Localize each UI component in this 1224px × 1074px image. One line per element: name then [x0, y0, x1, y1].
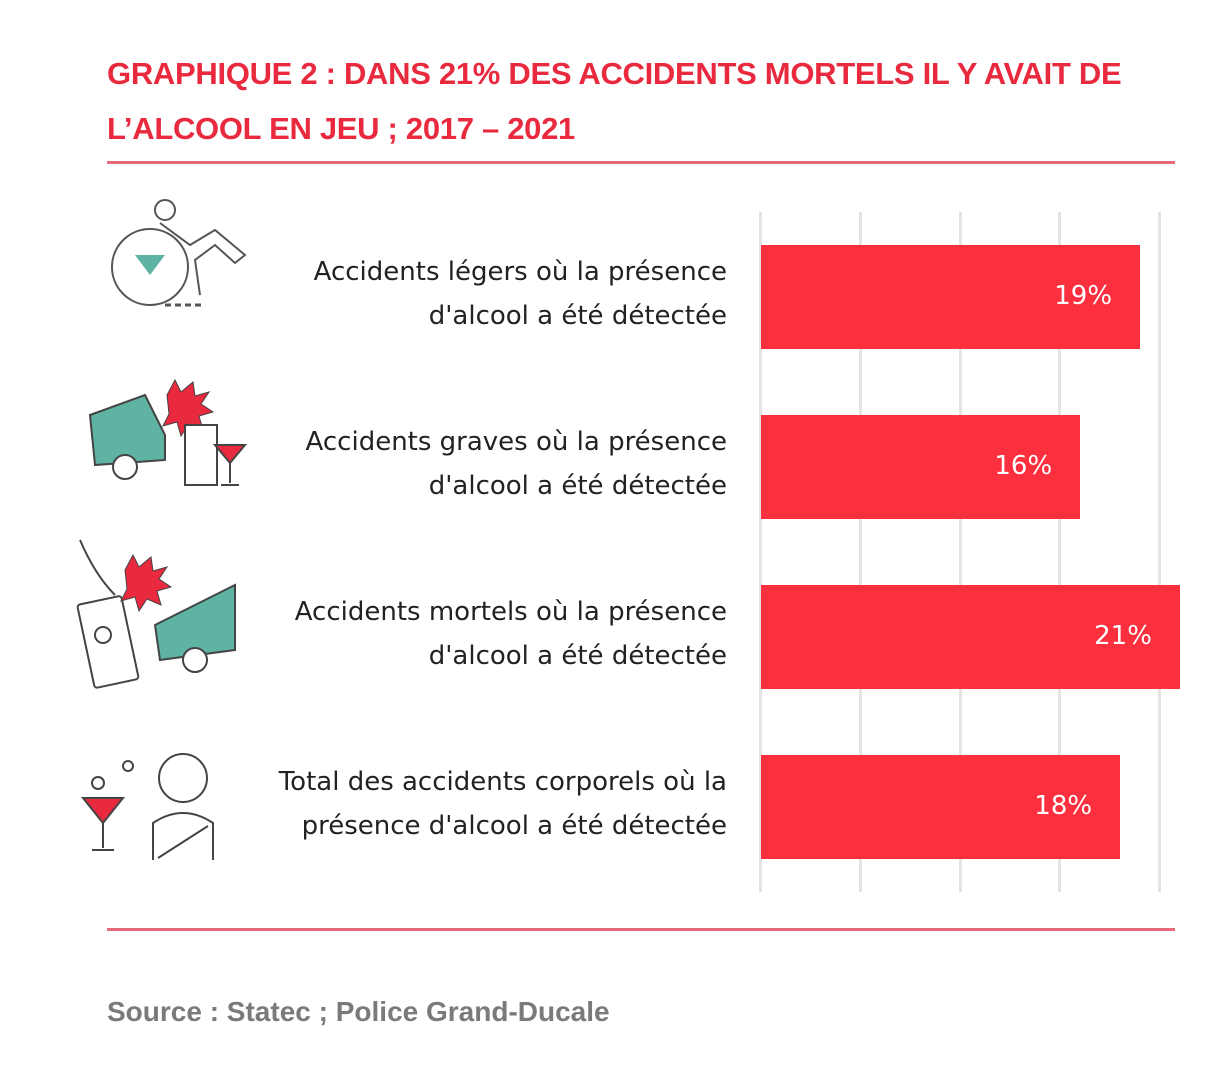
category-label-line: Total des accidents corporels où la — [278, 767, 727, 797]
gridline — [958, 212, 962, 892]
serious-accident-icon — [88, 378, 248, 486]
fatal-accident-icon — [76, 539, 236, 689]
top-divider — [107, 161, 1175, 164]
bar — [761, 415, 1081, 519]
gridline — [858, 212, 862, 892]
bottom-divider — [107, 928, 1175, 931]
category-label-line: d'alcool a été détectée — [428, 471, 727, 501]
bar — [761, 585, 1180, 689]
light-accident-icon — [111, 199, 247, 307]
bar — [761, 755, 1121, 859]
data-label: 16% — [994, 451, 1053, 481]
data-label: 21% — [1094, 621, 1152, 651]
gridline — [1158, 212, 1161, 892]
gridline — [1058, 212, 1062, 892]
category-label-line: Accidents mortels où la présence — [294, 597, 727, 627]
category-label: Accidents graves où la présence d'alcool … — [207, 420, 727, 508]
source-note: Source : Statec ; Police Grand-Ducale — [107, 996, 610, 1027]
data-label: 19% — [1054, 281, 1113, 311]
category-label-line: Accidents légers où la présence — [313, 257, 727, 287]
bar — [761, 245, 1141, 349]
category-label: Accidents légers où la présence d'alcool … — [207, 250, 727, 338]
data-label: 18% — [1034, 791, 1093, 821]
category-label-line: Accidents graves où la présence — [305, 427, 727, 457]
total-accidents-icon — [80, 753, 214, 860]
category-label-line: d'alcool a été détectée — [428, 641, 727, 671]
gridline — [759, 212, 762, 892]
category-label-line: présence d'alcool a été détectée — [301, 811, 727, 841]
category-label-line: d'alcool a été détectée — [428, 301, 727, 331]
category-label: Total des accidents corporels où la prése… — [207, 760, 727, 848]
category-label: Accidents mortels où la présence d'alcool… — [207, 590, 727, 678]
chart-title: GRAPHIQUE 2 : DANS 21% DES ACCIDENTS MOR… — [107, 56, 1122, 146]
